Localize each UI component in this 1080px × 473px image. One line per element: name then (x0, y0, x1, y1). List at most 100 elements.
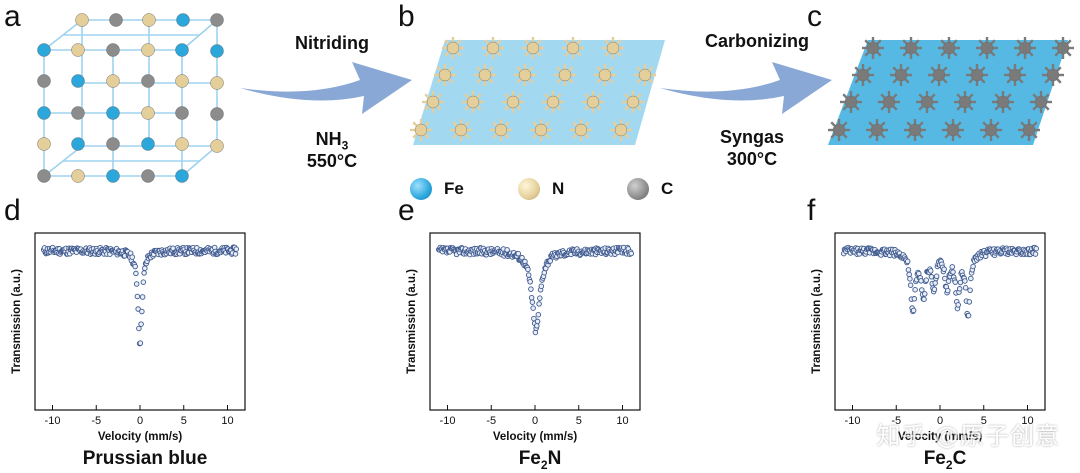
lattice-atom (506, 95, 520, 109)
carbonizing-arrow (660, 62, 832, 114)
lattice-atom (980, 41, 994, 55)
lattice-atom (598, 68, 612, 82)
panel-letter-c: c (807, 0, 822, 33)
cube-atom (37, 106, 51, 120)
x-tick-label: 0 (532, 415, 538, 427)
data-point (135, 306, 141, 312)
nitriding-arrow (240, 62, 412, 114)
data-point (538, 283, 545, 289)
data-point (904, 258, 911, 265)
x-axis-label: Velocity (mm/s) (898, 431, 983, 443)
data-point (525, 266, 531, 273)
data-point (1033, 245, 1039, 252)
data-point (950, 269, 956, 275)
legend-label-n: N (552, 179, 565, 198)
cube-atom (37, 43, 51, 57)
prussian-blue-cube-illustration (37, 13, 224, 183)
x-tick-label: -5 (486, 415, 496, 427)
legend-label-c: C (661, 179, 674, 198)
data-point (536, 301, 542, 307)
panel-letter-f: f (807, 194, 816, 227)
cube-atom (210, 76, 224, 90)
lattice-atom (904, 41, 918, 55)
data-point (967, 287, 973, 294)
lattice-atom (942, 41, 956, 55)
x-tick-label: 10 (221, 415, 233, 427)
lattice-atom (882, 95, 896, 109)
cube-atom (175, 74, 189, 88)
data-point (962, 278, 968, 284)
data-point (968, 275, 974, 282)
nh3-label: NH3 (315, 129, 349, 153)
lattice-atom (486, 41, 500, 55)
cube-atom (37, 137, 51, 151)
data-point (519, 254, 525, 261)
cube-atom (37, 169, 51, 183)
x-tick-label: 5 (981, 415, 987, 427)
lattice-atom (518, 68, 532, 82)
n-atom-icon (518, 178, 540, 200)
data-point (931, 286, 938, 293)
lattice-atom (626, 95, 640, 109)
cube-atom (71, 137, 85, 151)
c-atom-icon (627, 178, 649, 200)
x-tick-label: 10 (616, 415, 628, 427)
data-point (136, 325, 142, 332)
data-point (133, 270, 139, 277)
fe2n-structure-illustration (410, 37, 665, 145)
data-point (927, 268, 934, 274)
caption-prussian-blue: Prussian blue (82, 448, 208, 469)
cube-atom (106, 106, 120, 120)
lattice-atom (426, 95, 440, 109)
lattice-atom (866, 41, 880, 55)
data-point (952, 279, 958, 285)
data-point (547, 258, 553, 264)
data-point (504, 247, 510, 253)
data-point (941, 266, 947, 272)
data-point (515, 250, 522, 257)
cube-atom (141, 169, 155, 183)
lattice-atom (466, 95, 480, 109)
cube-atom (176, 13, 190, 27)
lattice-atom (526, 41, 540, 55)
data-point (970, 263, 976, 270)
x-tick-label: 5 (576, 415, 582, 427)
panel-letter-a: a (4, 0, 21, 33)
x-tick-label: -10 (45, 415, 61, 427)
lattice-atom (1008, 68, 1022, 82)
data-point (139, 294, 146, 300)
cube-atom (210, 107, 224, 121)
cube-atom (106, 74, 120, 88)
lattice-atom (638, 68, 652, 82)
cube-atom (109, 13, 123, 27)
lattice-atom (1034, 95, 1048, 109)
lattice-atom (1046, 68, 1060, 82)
cube-atom (175, 106, 189, 120)
cube-atom (141, 43, 155, 57)
caption-fe2n: Fe2N (518, 448, 562, 472)
data-point (134, 293, 141, 300)
syngas-label: Syngas (719, 127, 785, 147)
data-point (965, 312, 972, 319)
data-point (137, 340, 144, 346)
data-point (918, 278, 924, 284)
lattice-atom (908, 123, 922, 137)
x-tick-label: 10 (1021, 415, 1033, 427)
legend-label-fe: Fe (444, 179, 464, 198)
lattice-atom (946, 123, 960, 137)
data-point (949, 264, 956, 270)
lattice-atom (586, 95, 600, 109)
lattice-atom (414, 123, 428, 137)
data-point (945, 278, 952, 284)
cube-atom (106, 169, 120, 183)
mossbauer-chart-fe2c: -10 -5 0 5 10 Velocity (mm/s) Transmission (a.… (811, 232, 1046, 443)
data-point (534, 318, 541, 325)
carbonizing-temp: 300°C (726, 149, 778, 169)
data-point (140, 279, 147, 285)
data-point (966, 299, 973, 305)
data-point (962, 285, 969, 291)
lattice-atom (494, 123, 508, 137)
cube-atom (175, 43, 189, 57)
data-point (907, 282, 914, 288)
cube-atom (141, 106, 155, 120)
